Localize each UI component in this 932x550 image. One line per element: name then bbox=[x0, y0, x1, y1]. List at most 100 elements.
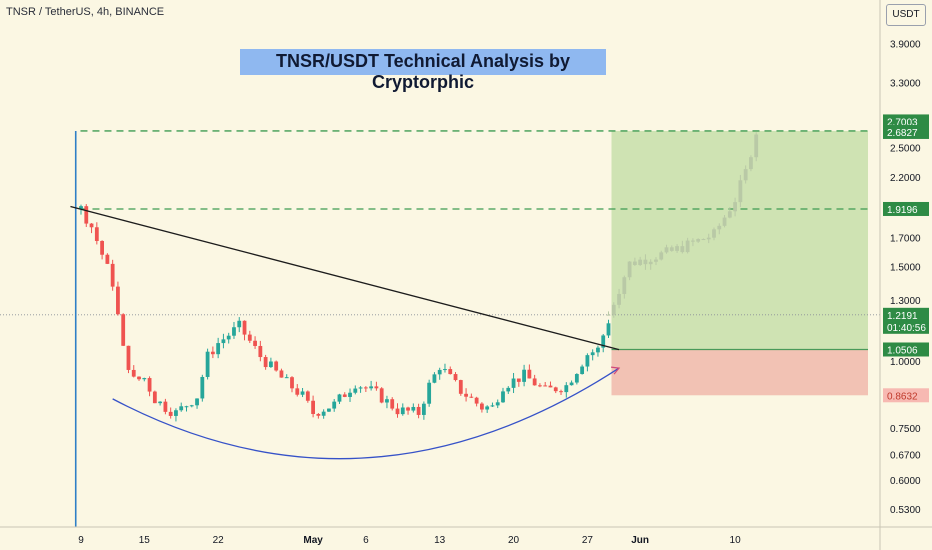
price-candle-26 bbox=[216, 343, 221, 355]
price-candle-39 bbox=[284, 377, 289, 379]
price-label-5: 0.8632 bbox=[887, 391, 918, 402]
projection-candle-5 bbox=[632, 261, 637, 265]
price-candle-99 bbox=[601, 335, 606, 348]
y-tick-label-1: 3.3000 bbox=[890, 79, 921, 90]
symbol-line[interactable]: TNSR / TetherUS, 4h, BINANCE bbox=[6, 6, 165, 18]
price-candle-40 bbox=[290, 377, 294, 389]
price-candle-28 bbox=[226, 335, 231, 340]
price-candle-21 bbox=[189, 405, 194, 407]
projection-candle-22 bbox=[722, 217, 727, 226]
currency-badge[interactable]: USDT bbox=[886, 4, 926, 26]
x-tick-label-4: 6 bbox=[363, 535, 369, 546]
x-tick-label-6: 20 bbox=[508, 535, 520, 546]
title-highlight bbox=[240, 49, 606, 75]
price-candle-42 bbox=[300, 391, 305, 395]
price-candle-53 bbox=[358, 387, 363, 389]
price-candle-64 bbox=[416, 406, 421, 415]
price-candle-37 bbox=[274, 361, 279, 371]
price-candle-89 bbox=[548, 385, 553, 388]
price-candle-36 bbox=[269, 361, 273, 368]
price-candle-27 bbox=[221, 339, 226, 344]
price-candle-33 bbox=[253, 340, 257, 346]
y-tick-label-4: 1.7000 bbox=[890, 233, 921, 244]
price-candle-41 bbox=[295, 388, 300, 395]
projection-candle-27 bbox=[749, 157, 753, 170]
price-candle-7 bbox=[116, 286, 120, 315]
projection-candle-4 bbox=[627, 261, 632, 278]
price-candle-30 bbox=[237, 320, 242, 328]
price-label-0: 2.7003 bbox=[887, 117, 918, 128]
projection-candle-23 bbox=[727, 211, 732, 218]
price-candle-78 bbox=[490, 405, 495, 407]
projection-candle-26 bbox=[743, 169, 748, 181]
price-candle-100 bbox=[606, 323, 611, 336]
price-candle-60 bbox=[395, 408, 400, 415]
projection-candle-1 bbox=[611, 304, 616, 315]
price-candle-17 bbox=[168, 411, 173, 416]
projection-candle-10 bbox=[659, 252, 664, 260]
price-candle-80 bbox=[501, 391, 505, 403]
price-candle-48 bbox=[332, 401, 337, 409]
y-tick-label-10: 0.6000 bbox=[890, 476, 921, 487]
price-candle-83 bbox=[516, 378, 521, 382]
price-candle-74 bbox=[469, 396, 474, 398]
projection-candle-16 bbox=[691, 240, 695, 242]
price-candle-24 bbox=[205, 351, 210, 377]
price-candle-55 bbox=[369, 386, 374, 389]
price-candle-11 bbox=[137, 376, 141, 380]
price-candle-32 bbox=[247, 334, 252, 341]
price-label-box-4 bbox=[883, 342, 929, 357]
projection-candle-24 bbox=[733, 202, 737, 212]
price-candle-31 bbox=[242, 320, 247, 335]
y-tick-label-0: 3.9000 bbox=[890, 40, 921, 51]
price-candle-34 bbox=[258, 345, 263, 358]
price-candle-66 bbox=[427, 382, 432, 404]
projection-candle-15 bbox=[685, 240, 690, 253]
price-candle-65 bbox=[421, 403, 426, 415]
descending-trendline bbox=[70, 205, 620, 351]
projection-candle-14 bbox=[680, 246, 685, 253]
price-candle-76 bbox=[480, 403, 484, 410]
price-candle-77 bbox=[485, 406, 490, 410]
projection-candle-19 bbox=[706, 237, 711, 240]
price-candle-6 bbox=[110, 263, 115, 287]
price-label-box-3 bbox=[883, 307, 929, 334]
price-candle-63 bbox=[411, 406, 416, 411]
price-candle-52 bbox=[353, 388, 358, 393]
projection-candle-17 bbox=[696, 239, 701, 242]
chart-title: TNSR/USDT Technical Analysis by Cryptorp… bbox=[275, 51, 571, 92]
y-tick-label-9: 0.6700 bbox=[890, 450, 921, 461]
price-candle-91 bbox=[559, 391, 563, 393]
projection-candle-0 bbox=[606, 314, 611, 316]
price-candle-96 bbox=[585, 355, 590, 367]
price-candle-92 bbox=[564, 385, 569, 393]
price-candle-81 bbox=[506, 387, 511, 392]
price-candle-13 bbox=[147, 378, 152, 392]
price-candle-10 bbox=[131, 369, 136, 377]
price-candle-20 bbox=[184, 406, 189, 408]
price-candle-58 bbox=[385, 399, 389, 403]
cup-arrowhead bbox=[610, 366, 621, 375]
price-label-box-0 bbox=[883, 114, 929, 129]
price-candle-88 bbox=[543, 385, 548, 387]
price-candle-70 bbox=[448, 369, 453, 375]
price-candle-45 bbox=[316, 413, 321, 416]
projection-candle-2 bbox=[617, 293, 621, 305]
price-candle-82 bbox=[511, 378, 516, 388]
price-candle-15 bbox=[158, 401, 163, 404]
price-candle-47 bbox=[327, 408, 331, 412]
target-zone bbox=[611, 130, 868, 350]
price-candle-98 bbox=[596, 347, 600, 353]
price-candle-95 bbox=[580, 366, 585, 375]
price-candle-90 bbox=[553, 387, 558, 392]
projection-candle-18 bbox=[701, 239, 706, 241]
x-tick-label-7: 27 bbox=[582, 535, 594, 546]
projection-candle-21 bbox=[717, 225, 722, 230]
price-candle-50 bbox=[342, 394, 347, 397]
x-tick-label-3: May bbox=[303, 535, 323, 546]
price-candle-57 bbox=[379, 388, 384, 403]
x-tick-label-5: 13 bbox=[434, 535, 446, 546]
price-candle-2 bbox=[89, 223, 94, 228]
